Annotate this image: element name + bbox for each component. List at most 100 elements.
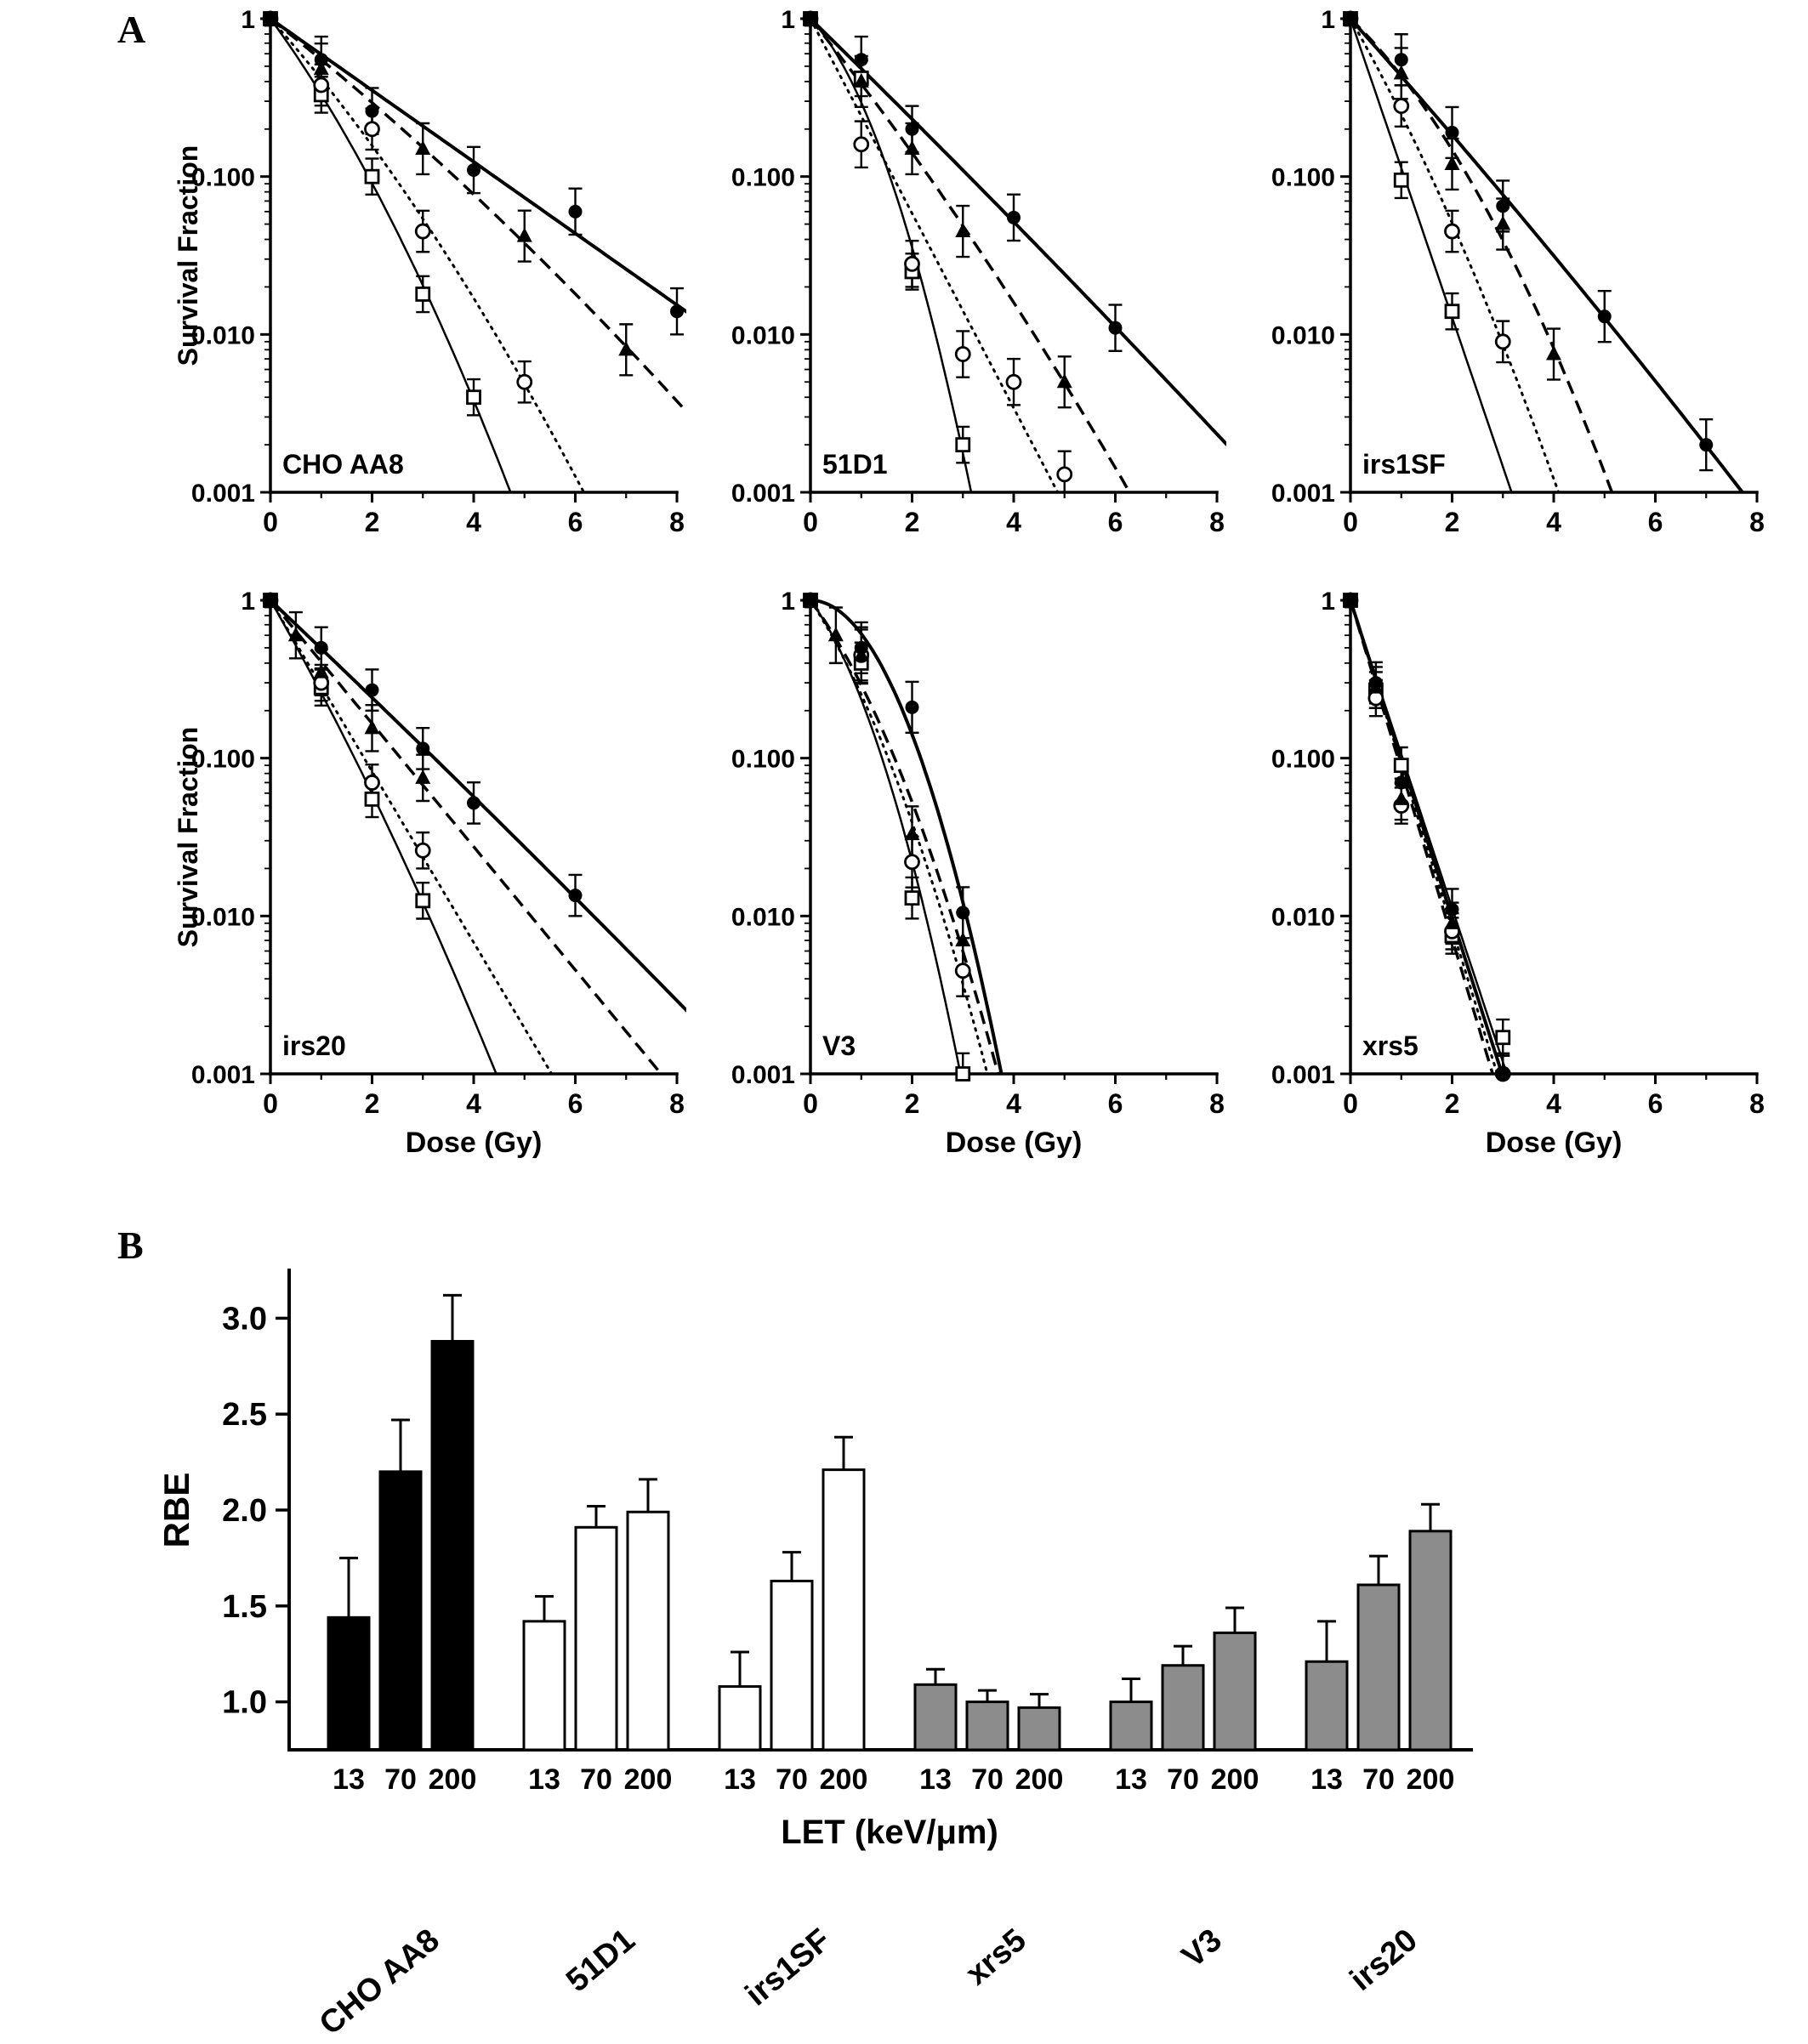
svg-text:0.100: 0.100 [1271, 746, 1335, 774]
svg-text:1: 1 [1321, 588, 1335, 616]
svg-text:Dose (Gy): Dose (Gy) [406, 1127, 543, 1159]
svg-text:1.5: 1.5 [222, 1589, 267, 1625]
svg-text:70: 70 [971, 1763, 1003, 1796]
svg-text:xrs5: xrs5 [1362, 1031, 1419, 1061]
svg-text:200: 200 [1407, 1763, 1455, 1796]
svg-text:0.010: 0.010 [191, 903, 255, 931]
svg-text:8: 8 [1749, 507, 1765, 537]
svg-text:13: 13 [333, 1763, 365, 1796]
survival-curves-grid: 0 2 4 6 8 1 0.100 0.010 0.001 Survival Fraction CH… [170, 3, 1790, 1167]
xrs5-canvas: 0 2 4 6 8 1 0.100 0.010 0.001 Dose (Gy) xrs5 [1271, 588, 1765, 1159]
svg-text:1: 1 [1321, 6, 1335, 34]
svg-text:0.010: 0.010 [731, 321, 795, 349]
svg-text:4: 4 [466, 507, 481, 537]
survival-plot-irs1sf: 0 2 4 6 8 1 0.100 0.010 0.001 irs1SF [1250, 3, 1790, 585]
svg-text:0.010: 0.010 [1271, 321, 1335, 349]
rbe-bar-chart: 1.0 1.5 2.0 2.5 3.0 RBE 13 70 200 CHO AA8 13 70 200 5… [128, 1240, 1505, 2042]
svg-text:2: 2 [365, 507, 380, 537]
svg-text:RBE: RBE [156, 1473, 196, 1548]
svg-text:irs20: irs20 [1344, 1922, 1424, 1998]
svg-text:2: 2 [1445, 507, 1460, 537]
svg-text:6: 6 [1648, 507, 1663, 537]
svg-text:0.010: 0.010 [731, 903, 795, 931]
svg-text:4: 4 [1546, 1088, 1561, 1119]
svg-text:200: 200 [624, 1763, 673, 1796]
svg-text:0.010: 0.010 [191, 321, 255, 349]
svg-text:4: 4 [1546, 507, 1561, 537]
svg-text:0.010: 0.010 [1271, 903, 1335, 931]
svg-text:0.100: 0.100 [1271, 164, 1335, 192]
svg-text:LET (keV/μm): LET (keV/μm) [781, 1814, 998, 1851]
svg-text:6: 6 [568, 1088, 583, 1119]
svg-text:0: 0 [1343, 1088, 1358, 1119]
survival-plot-51d1: 0 2 4 6 8 1 0.100 0.010 0.001 51D1 [710, 3, 1250, 585]
svg-text:0: 0 [263, 507, 278, 537]
svg-text:51D1: 51D1 [560, 1922, 642, 2000]
svg-text:70: 70 [1167, 1763, 1199, 1796]
svg-text:0.100: 0.100 [731, 746, 795, 774]
svg-text:2.0: 2.0 [222, 1493, 267, 1529]
rbe-bar-canvas: 1.0 1.5 2.0 2.5 3.0 RBE 13 70 200 CHO AA8 13 70 200 5… [156, 1269, 1473, 2042]
survival-plot-irs20: 0 2 4 6 8 1 0.100 0.010 0.001 Survival Fraction Do… [170, 585, 710, 1167]
svg-text:13: 13 [1115, 1763, 1147, 1796]
svg-text:6: 6 [1108, 507, 1123, 537]
svg-text:0: 0 [803, 1088, 818, 1119]
svg-text:0.001: 0.001 [731, 480, 795, 508]
svg-text:4: 4 [1006, 1088, 1021, 1119]
irs20-canvas: 0 2 4 6 8 1 0.100 0.010 0.001 Survival Fraction Do… [173, 588, 686, 1159]
svg-text:2: 2 [365, 1088, 380, 1119]
svg-text:13: 13 [1311, 1763, 1343, 1796]
svg-text:Dose (Gy): Dose (Gy) [946, 1127, 1083, 1159]
survival-plot-cho-aa8: 0 2 4 6 8 1 0.100 0.010 0.001 Survival Fraction CH… [170, 3, 710, 585]
svg-text:irs1SF: irs1SF [1362, 449, 1446, 480]
svg-text:13: 13 [528, 1763, 560, 1796]
svg-text:4: 4 [1006, 507, 1021, 537]
svg-text:13: 13 [919, 1763, 952, 1796]
svg-text:6: 6 [1108, 1088, 1123, 1119]
v3-canvas: 0 2 4 6 8 1 0.100 0.010 0.001 Dose (Gy) V3 [731, 588, 1225, 1159]
svg-text:CHO AA8: CHO AA8 [282, 449, 404, 480]
svg-text:2: 2 [1445, 1088, 1460, 1119]
panel-b-label: B [117, 1224, 144, 1267]
svg-text:irs1SF: irs1SF [739, 1922, 838, 2013]
svg-text:0.001: 0.001 [191, 480, 255, 508]
svg-text:Dose (Gy): Dose (Gy) [1486, 1127, 1623, 1159]
svg-text:13: 13 [724, 1763, 756, 1796]
svg-text:1: 1 [241, 588, 255, 616]
svg-text:70: 70 [1362, 1763, 1395, 1796]
survival-plot-v3: 0 2 4 6 8 1 0.100 0.010 0.001 Dose (Gy) V3 [710, 585, 1250, 1167]
svg-text:1: 1 [781, 588, 795, 616]
svg-text:4: 4 [466, 1088, 481, 1119]
svg-text:0.001: 0.001 [1271, 1061, 1335, 1089]
svg-text:1.0: 1.0 [222, 1685, 267, 1721]
svg-text:8: 8 [1749, 1088, 1765, 1119]
svg-text:200: 200 [1211, 1763, 1259, 1796]
svg-text:V3: V3 [1175, 1922, 1229, 1975]
svg-text:8: 8 [669, 1088, 685, 1119]
svg-text:3.0: 3.0 [222, 1301, 267, 1337]
svg-text:8: 8 [669, 507, 685, 537]
svg-text:0.100: 0.100 [191, 164, 255, 192]
svg-text:0: 0 [263, 1088, 278, 1119]
svg-text:0.001: 0.001 [191, 1061, 255, 1089]
svg-text:CHO AA8: CHO AA8 [313, 1922, 446, 2039]
svg-text:0.100: 0.100 [731, 164, 795, 192]
svg-text:6: 6 [568, 507, 583, 537]
svg-text:2: 2 [905, 507, 920, 537]
svg-text:51D1: 51D1 [822, 449, 888, 480]
svg-text:8: 8 [1209, 507, 1225, 537]
svg-text:200: 200 [1015, 1763, 1064, 1796]
svg-text:0: 0 [1343, 507, 1358, 537]
svg-text:irs20: irs20 [282, 1031, 346, 1061]
svg-text:0: 0 [803, 507, 818, 537]
svg-text:70: 70 [580, 1763, 612, 1796]
svg-text:6: 6 [1648, 1088, 1663, 1119]
cho-aa8-canvas: 0 2 4 6 8 1 0.100 0.010 0.001 Survival Fraction CH… [173, 6, 686, 537]
survival-plot-xrs5: 0 2 4 6 8 1 0.100 0.010 0.001 Dose (Gy) xrs5 [1250, 585, 1790, 1167]
svg-text:1: 1 [241, 6, 255, 34]
svg-text:xrs5: xrs5 [959, 1922, 1033, 1992]
svg-text:1: 1 [781, 6, 795, 34]
svg-text:200: 200 [429, 1763, 477, 1796]
svg-text:70: 70 [776, 1763, 808, 1796]
